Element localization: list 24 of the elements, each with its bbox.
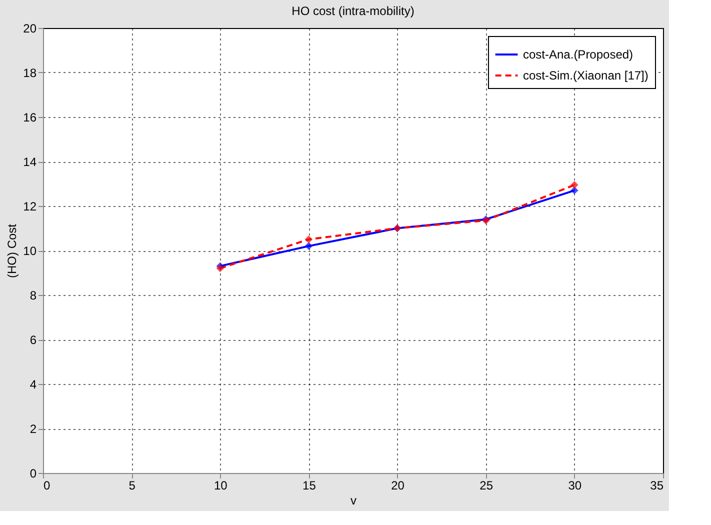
y-tick-label: 14: [23, 155, 37, 169]
x-tick-label: 30: [568, 478, 582, 492]
x-tick-label: 35: [650, 478, 664, 492]
x-tick-label: 25: [480, 478, 494, 492]
y-tick-label: 20: [23, 22, 37, 36]
x-tick-label: 5: [128, 478, 136, 492]
y-tick-label: 10: [23, 244, 37, 258]
x-tick-label: 10: [214, 478, 228, 492]
y-tick-label: 6: [30, 333, 37, 347]
y-tick-label: 4: [30, 378, 37, 392]
y-axis-title: (HO) Cost: [5, 223, 20, 278]
y-tick-label: 0: [30, 466, 37, 480]
y-tick-label: 2: [30, 422, 37, 436]
chart-title: HO cost (intra-mobility): [292, 4, 414, 18]
legend-label: cost-Sim.(Xiaonan [17]): [523, 68, 648, 82]
x-tick-label: 20: [391, 478, 405, 492]
y-tick-label: 12: [23, 200, 37, 214]
y-tick-label: 18: [23, 66, 37, 80]
x-tick-label: 0: [44, 478, 50, 492]
y-tick-label: 8: [30, 288, 37, 302]
x-axis-title: v: [350, 494, 356, 508]
legend-label: cost-Ana.(Proposed): [523, 48, 634, 62]
y-tick-label: 16: [23, 110, 37, 124]
x-tick-label: 15: [302, 478, 316, 492]
